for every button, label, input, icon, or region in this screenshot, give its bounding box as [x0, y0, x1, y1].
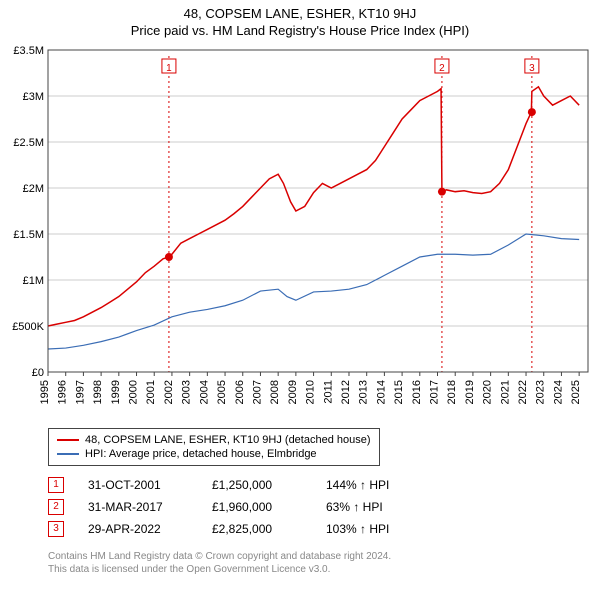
sale-row: 3 29-APR-2022 £2,825,000 103% ↑ HPI: [48, 518, 600, 540]
svg-text:1999: 1999: [110, 380, 122, 404]
chart-plot-area: £0 £500K £1M £1.5M £2M £2.5M £3M £3.5M 1995 1996 1…: [0, 42, 600, 422]
legend-swatch: [57, 439, 79, 441]
legend-swatch: [57, 453, 79, 455]
svg-text:£3.5M: £3.5M: [13, 45, 44, 57]
sale-marker-box: 2: [48, 499, 64, 515]
svg-text:2025: 2025: [570, 380, 582, 404]
sale-marker-box: 3: [48, 521, 64, 537]
svg-text:2000: 2000: [128, 380, 140, 404]
svg-text:1997: 1997: [74, 380, 86, 404]
chart-container: 48, COPSEM LANE, ESHER, KT10 9HJ Price p…: [0, 0, 600, 590]
svg-text:2018: 2018: [446, 380, 458, 404]
svg-text:2003: 2003: [181, 380, 193, 404]
svg-text:2016: 2016: [411, 380, 423, 404]
legend-label: 48, COPSEM LANE, ESHER, KT10 9HJ (detach…: [85, 434, 371, 446]
svg-text:2010: 2010: [305, 380, 317, 404]
svg-text:2007: 2007: [251, 380, 263, 404]
sales-table: 1 31-OCT-2001 £1,250,000 144% ↑ HPI 2 31-MAR-…: [48, 474, 600, 540]
sale-price: £2,825,000: [212, 522, 302, 536]
svg-text:2020: 2020: [482, 380, 494, 404]
footer-line2: This data is licensed under the Open Gov…: [48, 563, 600, 576]
svg-text:2019: 2019: [464, 380, 476, 404]
svg-text:£3M: £3M: [23, 91, 44, 103]
footer: Contains HM Land Registry data © Crown c…: [48, 550, 600, 576]
svg-text:2013: 2013: [358, 380, 370, 404]
sale-hpi: 63% ↑ HPI: [326, 500, 436, 514]
svg-text:£0: £0: [32, 367, 44, 379]
legend-label: HPI: Average price, detached house, Elmb…: [85, 448, 317, 460]
svg-text:1995: 1995: [39, 380, 51, 404]
svg-text:3: 3: [529, 63, 535, 74]
svg-text:2021: 2021: [499, 380, 511, 404]
svg-text:2017: 2017: [429, 380, 441, 404]
svg-text:£500K: £500K: [12, 321, 44, 333]
sale-marker-box: 1: [48, 477, 64, 493]
svg-text:2006: 2006: [234, 380, 246, 404]
chart-svg: £0 £500K £1M £1.5M £2M £2.5M £3M £3.5M 1995 1996 1…: [0, 42, 600, 422]
legend-item: HPI: Average price, detached house, Elmb…: [57, 447, 371, 461]
svg-text:2002: 2002: [163, 380, 175, 404]
svg-text:2: 2: [439, 63, 445, 74]
svg-text:2023: 2023: [535, 380, 547, 404]
sale-date: 29-APR-2022: [88, 522, 188, 536]
sale-row: 2 31-MAR-2017 £1,960,000 63% ↑ HPI: [48, 496, 600, 518]
svg-text:2012: 2012: [340, 380, 352, 404]
svg-text:2014: 2014: [375, 380, 387, 404]
svg-text:2001: 2001: [145, 380, 157, 404]
sale-row: 1 31-OCT-2001 £1,250,000 144% ↑ HPI: [48, 474, 600, 496]
sale-hpi: 144% ↑ HPI: [326, 478, 436, 492]
sale-price: £1,960,000: [212, 500, 302, 514]
svg-text:2009: 2009: [287, 380, 299, 404]
sale-date: 31-OCT-2001: [88, 478, 188, 492]
svg-text:£2M: £2M: [23, 183, 44, 195]
svg-text:2008: 2008: [269, 380, 281, 404]
svg-text:£2.5M: £2.5M: [13, 137, 44, 149]
svg-text:2024: 2024: [552, 380, 564, 404]
svg-text:1: 1: [166, 63, 172, 74]
svg-text:2022: 2022: [517, 380, 529, 404]
chart-title: 48, COPSEM LANE, ESHER, KT10 9HJ: [0, 0, 600, 21]
sale-price: £1,250,000: [212, 478, 302, 492]
sale-hpi: 103% ↑ HPI: [326, 522, 436, 536]
svg-text:1998: 1998: [92, 380, 104, 404]
svg-text:2015: 2015: [393, 380, 405, 404]
svg-text:2005: 2005: [216, 380, 228, 404]
sale-date: 31-MAR-2017: [88, 500, 188, 514]
svg-text:2011: 2011: [322, 380, 334, 404]
legend: 48, COPSEM LANE, ESHER, KT10 9HJ (detach…: [48, 428, 380, 466]
footer-line1: Contains HM Land Registry data © Crown c…: [48, 550, 600, 563]
legend-item: 48, COPSEM LANE, ESHER, KT10 9HJ (detach…: [57, 433, 371, 447]
svg-text:1996: 1996: [57, 380, 69, 404]
chart-subtitle: Price paid vs. HM Land Registry's House …: [0, 21, 600, 42]
svg-text:£1M: £1M: [23, 275, 44, 287]
svg-text:£1.5M: £1.5M: [13, 229, 44, 241]
svg-text:2004: 2004: [198, 380, 210, 404]
